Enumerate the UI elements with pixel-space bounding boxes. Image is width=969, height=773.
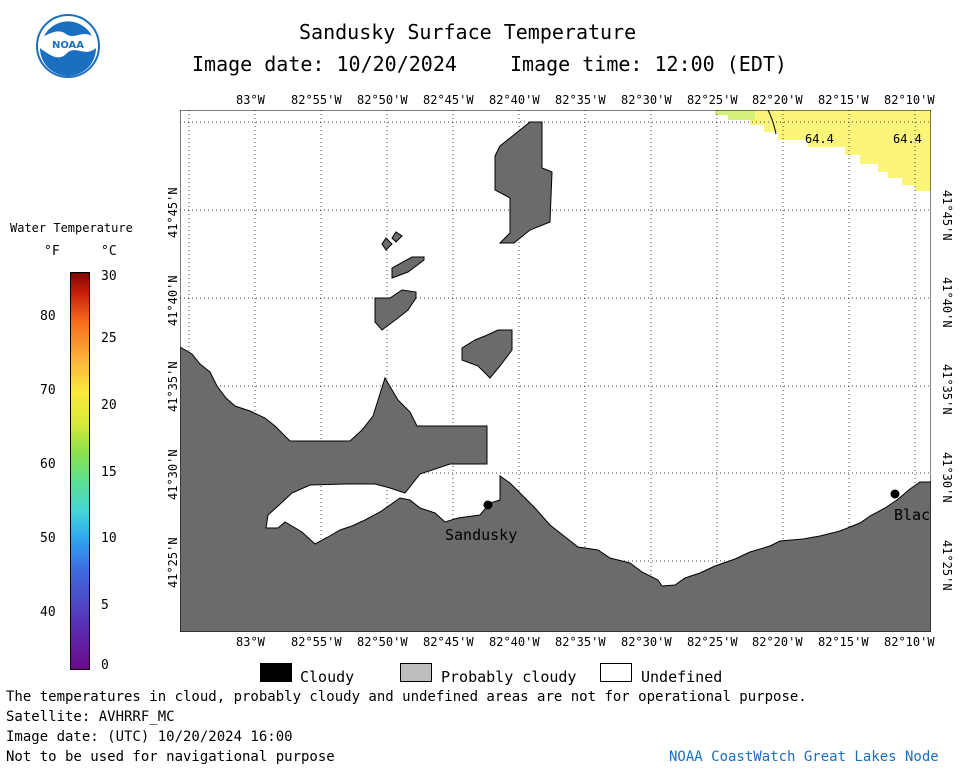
lon-label-top: 82°10'W [884, 93, 935, 107]
warm-water-edge [715, 110, 755, 120]
celsius-unit: °C [101, 244, 117, 259]
lon-label-bottom: 82°35'W [555, 635, 606, 649]
legend-cloudy-label: Cloudy [300, 668, 355, 686]
logo-text: NOAA [52, 40, 84, 51]
legend-undefined-label: Undefined [641, 668, 723, 686]
f-tick: 40 [40, 605, 56, 620]
c-tick: 30 [101, 269, 117, 284]
lon-label-bottom: 82°30'W [621, 635, 672, 649]
city-label-sandusky: Sandusky [445, 526, 518, 544]
lon-label-bottom: 82°20'W [752, 635, 803, 649]
warm-water-region [715, 110, 931, 191]
lat-label-left: 41°30'N [166, 449, 180, 500]
credit-text: NOAA CoastWatch Great Lakes Node [669, 749, 939, 765]
lon-label-top: 82°45'W [423, 93, 474, 107]
lon-label-top: 82°55'W [291, 93, 342, 107]
temperature-label: 64.4 [893, 132, 922, 146]
city-marker-blac [890, 489, 900, 499]
noaa-logo: NOAA [36, 14, 100, 78]
temperature-label: 64.4 [805, 132, 834, 146]
lon-label-top: 83°W [236, 93, 265, 107]
legend-probably-cloudy-swatch [400, 663, 432, 682]
mainland [180, 346, 931, 632]
lat-label-right: 41°25'N [940, 540, 954, 591]
c-tick: 25 [101, 331, 117, 346]
image-date: Image date: 10/20/2024 [192, 52, 457, 76]
lat-label-left: 41°25'N [166, 537, 180, 588]
island-middle-bass [461, 329, 513, 379]
island-small-2 [381, 237, 393, 251]
legend-undefined-swatch [600, 663, 632, 682]
lon-label-bottom: 83°W [236, 635, 265, 649]
map-title: Sandusky Surface Temperature [299, 20, 637, 44]
utc-date-text: Image date: (UTC) 10/20/2024 16:00 [6, 729, 293, 745]
colorbar-title: Water Temperature [10, 221, 133, 235]
lat-label-left: 41°35'N [166, 361, 180, 412]
lon-label-bottom: 82°45'W [423, 635, 474, 649]
island-kelleys [494, 121, 553, 244]
lat-label-left: 41°40'N [166, 275, 180, 326]
c-tick: 15 [101, 465, 117, 480]
nav-warning-text: Not to be used for navigational purpose [6, 749, 335, 765]
lon-label-top: 82°35'W [555, 93, 606, 107]
f-tick: 80 [40, 309, 56, 324]
lon-label-bottom: 82°55'W [291, 635, 342, 649]
c-tick: 5 [101, 598, 109, 613]
island-small-3 [391, 231, 403, 243]
island-west [374, 289, 417, 331]
lat-label-right: 41°45'N [940, 190, 954, 241]
satellite-text: Satellite: AVHRRF_MC [6, 709, 175, 725]
lon-label-top: 82°25'W [687, 93, 738, 107]
legend-cloudy-swatch [260, 663, 292, 682]
lon-label-top: 82°30'W [621, 93, 672, 107]
temperature-colorbar [70, 272, 90, 670]
lon-label-bottom: 82°25'W [687, 635, 738, 649]
lat-label-left: 41°45'N [166, 187, 180, 238]
lat-label-right: 41°35'N [940, 364, 954, 415]
lon-label-bottom: 82°10'W [884, 635, 935, 649]
isotherm-line [767, 110, 777, 135]
f-tick: 60 [40, 457, 56, 472]
map-area [180, 110, 931, 632]
lon-label-top: 82°40'W [489, 93, 540, 107]
legend-probably-cloudy-label: Probably cloudy [441, 668, 577, 686]
lon-label-bottom: 82°50'W [357, 635, 408, 649]
island-small-1 [391, 256, 425, 279]
disclaimer-text: The temperatures in cloud, probably clou… [6, 689, 807, 705]
f-tick: 70 [40, 383, 56, 398]
c-tick: 20 [101, 398, 117, 413]
image-time: Image time: 12:00 (EDT) [510, 52, 787, 76]
fahrenheit-unit: °F [44, 244, 60, 259]
lon-label-top: 82°20'W [752, 93, 803, 107]
city-label-blac: Blac [894, 506, 931, 524]
lat-label-right: 41°30'N [940, 452, 954, 503]
f-tick: 50 [40, 531, 56, 546]
lat-label-right: 41°40'N [940, 277, 954, 328]
lon-label-top: 82°50'W [357, 93, 408, 107]
c-tick: 10 [101, 531, 117, 546]
lon-label-bottom: 82°40'W [489, 635, 540, 649]
lon-label-top: 82°15'W [818, 93, 869, 107]
city-marker-sandusky [483, 500, 493, 510]
c-tick: 0 [101, 658, 109, 673]
lon-label-bottom: 82°15'W [818, 635, 869, 649]
